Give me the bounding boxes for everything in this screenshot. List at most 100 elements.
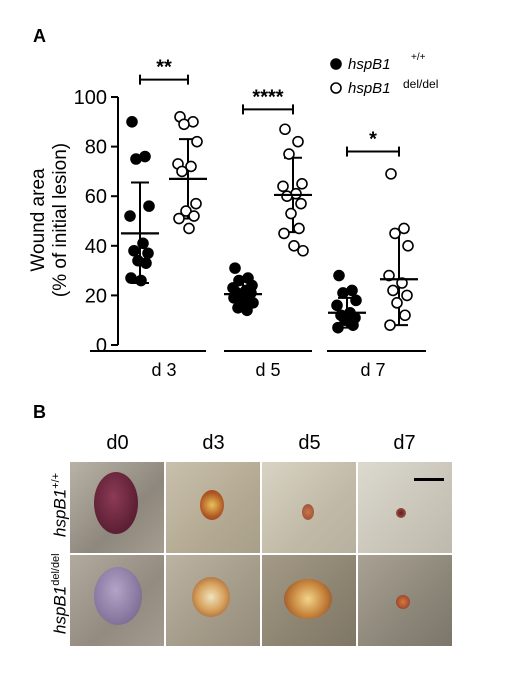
day-label-d7: d7	[393, 432, 416, 454]
photo-deletion-d3	[166, 555, 260, 646]
row-gene-wild-type: hspB1	[50, 488, 70, 537]
lesion	[94, 567, 142, 625]
data-point-deletion	[402, 240, 414, 252]
y-tick-label: 40	[85, 236, 107, 258]
legend-label: hspB1	[348, 56, 391, 73]
data-point-wildtype	[350, 294, 362, 307]
row-genotype-wild-type: +/+	[50, 472, 62, 489]
data-point-deletion	[185, 160, 197, 173]
y-axis-label-sub: (% of initial lesion)	[50, 143, 71, 297]
data-point-deletion	[178, 118, 190, 131]
significance-label: *	[369, 129, 377, 151]
data-point-deletion	[401, 289, 413, 302]
legend-superscript: del/del	[403, 77, 438, 91]
y-tick-label: 100	[74, 87, 107, 109]
panel-a-label: A	[33, 26, 46, 46]
data-point-deletion	[398, 222, 410, 235]
data-point-wildtype	[137, 237, 149, 250]
data-point-wildtype	[333, 269, 345, 282]
legend-superscript: +/+	[411, 52, 426, 63]
day-label-d5: d5	[298, 432, 321, 454]
data-point-deletion	[173, 212, 185, 225]
data-point-deletion	[297, 244, 309, 257]
panel-b-label: B	[33, 402, 46, 422]
wound-photo-grid: d0 d3 d5 d7 hspB1+/+ hspB1del/del	[50, 432, 452, 646]
data-point-wildtype	[233, 274, 245, 287]
data-point-deletion	[293, 222, 305, 235]
data-point-deletion	[188, 210, 200, 222]
data-point-wildtype	[124, 210, 136, 222]
legend-marker	[330, 58, 342, 70]
data-point-deletion	[278, 227, 290, 240]
data-point-deletion	[277, 180, 289, 193]
data-point-deletion	[383, 269, 395, 282]
lesion	[94, 472, 138, 534]
photo-deletion-d5	[262, 555, 356, 646]
data-point-wildtype	[241, 304, 253, 317]
data-point-deletion	[387, 284, 399, 297]
row-genotype-deletion: del/del	[50, 553, 62, 586]
data-point-deletion	[385, 168, 397, 180]
day-label-d3: d3	[202, 432, 225, 454]
data-point-wildtype	[128, 244, 140, 257]
data-point-wildtype	[247, 297, 259, 309]
category-label: d 5	[255, 360, 280, 380]
lesion	[396, 508, 406, 518]
category-label: d 3	[151, 360, 176, 380]
data-point-wildtype	[143, 200, 155, 212]
data-point-deletion	[283, 148, 295, 160]
y-axis-label: Wound area	[28, 168, 49, 272]
data-point-deletion	[191, 135, 203, 148]
wound-area-scatter-chart: 0 20 40 60 80 100 Wound area (% of initial lesi…	[28, 52, 438, 380]
significance-label: **	[156, 57, 172, 79]
row-label-deletion: hspB1del/del	[50, 553, 71, 634]
data-point-wildtype	[337, 287, 349, 299]
data-point-deletion	[285, 207, 297, 220]
data-point-deletion	[295, 197, 307, 210]
photo-wildtype-d5	[262, 462, 356, 553]
row-gene-deletion: hspB1	[50, 585, 70, 634]
data-point-wildtype	[229, 262, 241, 274]
data-point-deletion	[281, 190, 293, 202]
data-point-wildtype	[142, 247, 154, 260]
data-point-wildtype	[140, 257, 152, 269]
data-point-deletion	[288, 240, 300, 252]
category-label: d 7	[360, 360, 385, 380]
photo-wildtype-d3	[166, 462, 260, 553]
lesion	[284, 579, 332, 619]
photo-wildtype-d7	[358, 462, 452, 553]
row-label-wild-type: hspB1+/+	[50, 473, 71, 537]
data-point-deletion	[176, 165, 188, 178]
lesion	[302, 504, 314, 520]
lesion	[192, 577, 230, 617]
y-tick-label: 80	[85, 137, 107, 159]
significance-label: ****	[252, 86, 283, 108]
lesion	[396, 595, 410, 609]
lesion	[200, 490, 224, 520]
data-point-wildtype	[126, 116, 138, 128]
day-label-d0: d0	[106, 432, 129, 454]
scale-bar	[414, 478, 444, 481]
photo-wildtype-d0	[70, 462, 164, 553]
data-point-deletion	[183, 222, 195, 235]
data-point-deletion	[384, 319, 396, 331]
data-point-deletion	[391, 297, 403, 309]
data-point-wildtype	[135, 274, 147, 287]
data-point-wildtype	[130, 153, 142, 165]
photo-deletion-d0	[70, 555, 164, 646]
data-point-wildtype	[331, 299, 343, 312]
data-point-deletion	[190, 197, 202, 210]
legend-marker	[330, 82, 342, 94]
y-tick-label: 60	[85, 186, 107, 208]
data-point-deletion	[292, 135, 304, 148]
data-point-deletion	[279, 123, 291, 136]
data-point-wildtype	[347, 319, 359, 331]
y-tick-label: 0	[96, 335, 107, 357]
legend-label: hspB1	[348, 80, 391, 97]
data-point-deletion	[396, 277, 408, 289]
data-point-wildtype	[332, 321, 344, 334]
data-point-deletion	[399, 309, 411, 322]
data-point-deletion	[389, 227, 401, 240]
data-point-wildtype	[125, 272, 137, 284]
photo-deletion-d7	[358, 555, 452, 646]
